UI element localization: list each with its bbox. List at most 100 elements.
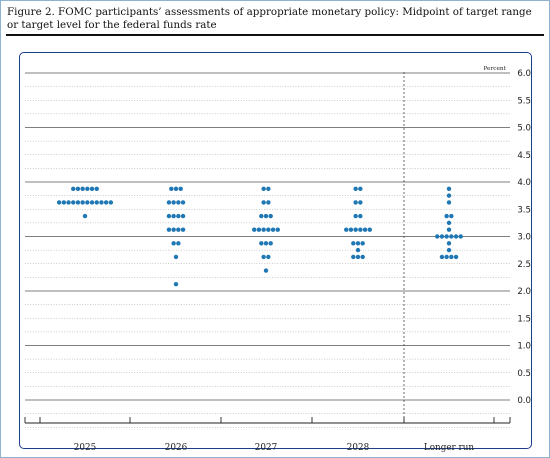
data-dot (266, 186, 271, 192)
category-label: 2026 (165, 443, 188, 453)
y-tick-label: 4.5 (517, 151, 531, 161)
data-dot (344, 227, 349, 232)
data-dot (353, 213, 358, 219)
data-dot (180, 200, 186, 205)
data-dot (259, 241, 264, 246)
data-dot (85, 200, 90, 205)
data-dot (75, 200, 81, 205)
data-dot (266, 227, 271, 232)
data-dot (75, 186, 81, 192)
category-label: 2028 (347, 443, 369, 453)
data-dot (458, 234, 463, 239)
data-dot (176, 227, 181, 232)
data-dot (178, 186, 183, 192)
y-tick-label: 3.0 (517, 233, 531, 243)
title-rule (6, 34, 544, 36)
data-dot (266, 200, 271, 205)
dots (56, 186, 463, 287)
data-dot (99, 200, 104, 205)
y-tick-label: 2.0 (517, 287, 531, 297)
data-dot (169, 186, 174, 192)
data-dot (176, 241, 181, 246)
category-label: 2025 (74, 443, 96, 453)
chart-frame (19, 52, 532, 449)
data-dot (453, 234, 459, 239)
data-dot (173, 281, 179, 287)
data-dot (449, 234, 454, 239)
y-tick-label: 5.5 (517, 96, 531, 106)
data-dot (446, 193, 452, 198)
data-dot (355, 254, 361, 260)
data-dot (56, 200, 62, 205)
data-dot (446, 200, 452, 205)
data-dot (89, 186, 95, 192)
data-dot (171, 200, 176, 205)
data-dot (173, 186, 179, 192)
data-dot (166, 213, 172, 219)
data-dot (446, 227, 452, 232)
data-dot (94, 186, 99, 192)
data-dot (446, 220, 452, 226)
data-dot (360, 254, 365, 260)
data-dot (444, 234, 449, 239)
data-dot (85, 186, 90, 192)
data-dot (358, 186, 363, 192)
data-dot (446, 247, 452, 253)
data-dot (82, 213, 88, 219)
data-dot (353, 227, 358, 232)
data-dot (180, 227, 186, 232)
figure-title: Figure 2. FOMC participants’ assessments… (7, 6, 532, 31)
y-tick-label: 1.0 (517, 342, 531, 352)
data-dot (270, 227, 276, 232)
category-labels: 2025 2026 2027 2028 Longer run (74, 443, 475, 453)
y-axis-tick-labels: 6.0 5.5 5.0 4.5 4.0 3.5 3.0 2.5 2.0 1.5 1.0 0.5 0.0 (517, 69, 531, 406)
y-tick-label: 4.0 (517, 178, 531, 188)
data-dot (80, 186, 85, 192)
data-dot (108, 200, 114, 205)
data-dot (263, 241, 269, 246)
data-dot (362, 227, 368, 232)
x-axis (24, 417, 511, 424)
data-dot (351, 254, 356, 260)
data-dot (453, 254, 459, 260)
data-dot (439, 234, 445, 239)
data-dot (261, 200, 266, 205)
y-tick-label: 0.0 (517, 396, 531, 406)
data-dot (180, 213, 186, 219)
data-dot (176, 200, 181, 205)
data-dot (358, 213, 363, 219)
data-dot (61, 200, 67, 205)
data-dot (259, 213, 264, 219)
data-dot (446, 186, 452, 192)
y-tick-label: 6.0 (517, 69, 531, 79)
y-tick-label: 3.5 (517, 205, 531, 215)
data-dot (355, 247, 361, 253)
data-dot (351, 241, 356, 246)
data-dot (66, 200, 71, 205)
data-dot (358, 227, 363, 232)
data-dot (449, 213, 454, 219)
data-dot (449, 254, 454, 260)
y-tick-label: 1.5 (517, 314, 531, 324)
data-dot (261, 186, 266, 192)
data-dot (94, 200, 99, 205)
y-tick-label: 0.5 (517, 369, 531, 379)
data-dot (348, 227, 354, 232)
data-dot (173, 254, 179, 260)
data-dot (358, 200, 363, 205)
data-dot (268, 213, 273, 219)
data-dot (360, 241, 365, 246)
data-dot (435, 234, 440, 239)
data-dot (355, 241, 361, 246)
data-dot (446, 241, 452, 246)
data-dot (176, 213, 181, 219)
data-dot (171, 241, 176, 246)
data-dot (263, 268, 269, 273)
data-dot (261, 227, 266, 232)
data-dot (353, 186, 358, 192)
data-dot (171, 227, 176, 232)
data-dot (103, 200, 109, 205)
category-label: 2027 (255, 443, 277, 453)
data-dot (261, 254, 266, 260)
